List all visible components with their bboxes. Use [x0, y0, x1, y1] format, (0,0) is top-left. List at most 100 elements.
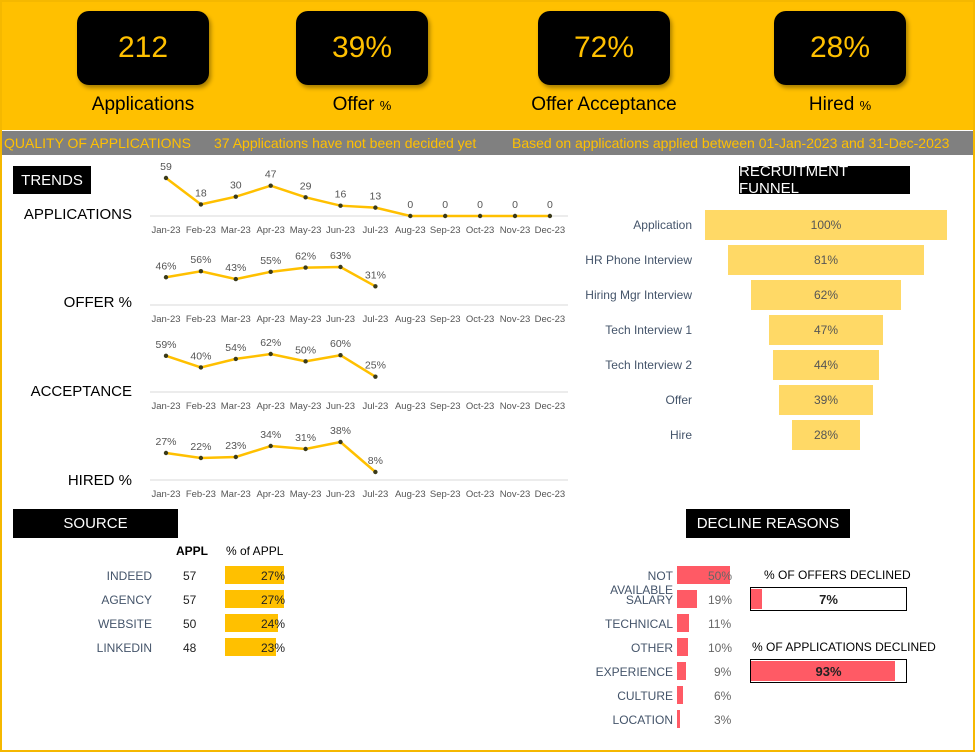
decline-row-pct: 19%	[708, 593, 733, 607]
kpi-acceptance-card: 72%	[538, 11, 670, 85]
decline-row-pct: 10%	[708, 641, 733, 655]
decline-row-bar	[677, 686, 684, 704]
funnel-stage-bar: 44%	[772, 350, 880, 380]
trend-month-label: Jun-23	[326, 314, 355, 325]
funnel-stage-label: Application	[633, 218, 692, 232]
trend-month-label: May-23	[290, 314, 322, 325]
decline-row-label: EXPERIENCE	[595, 665, 673, 679]
trend-data-label: 0	[477, 199, 483, 211]
decline-row-pct: 11%	[708, 617, 732, 631]
trend-month-label: May-23	[290, 225, 322, 236]
kpi-applications-value: 212	[117, 31, 169, 64]
funnel-stage-bar: 81%	[727, 245, 924, 275]
kpi-applications-label: Applications	[91, 94, 195, 115]
trend-month-label: Jan-23	[151, 489, 180, 500]
trend-point	[373, 284, 378, 289]
decline-title: DECLINE REASONS	[686, 509, 850, 538]
funnel-title: RECRUITMENT FUNNEL	[739, 163, 910, 197]
source-row-bar	[225, 590, 285, 608]
trend-month-label: Mar-23	[221, 314, 251, 325]
source-col-appl: APPL	[176, 544, 209, 558]
trend-month-label: Nov-23	[500, 225, 531, 236]
decline-row-label: TECHNICAL	[604, 617, 673, 631]
kpi-hired-value: 28%	[809, 31, 871, 64]
apps-declined-title: % OF APPLICATIONS DECLINED	[752, 640, 936, 654]
trend-data-label: 54%	[225, 342, 246, 354]
trend-series-line	[165, 177, 550, 218]
trend-point	[268, 269, 273, 275]
trend-point	[303, 446, 308, 452]
trend-label-acceptance: ACCEPTANCE	[30, 383, 132, 400]
decline-row-label: LOCATION	[612, 713, 673, 727]
trend-month-label: Dec-23	[535, 401, 566, 412]
trend-data-label: 55%	[260, 255, 281, 267]
trend-month-label: Feb-23	[186, 401, 216, 412]
trend-month-label: Dec-23	[535, 489, 566, 500]
trend-point	[512, 213, 518, 219]
trend-month-label: Aug-23	[395, 314, 426, 325]
trend-month-label: Feb-23	[186, 489, 216, 500]
source-row-appl: 48	[183, 641, 197, 655]
trends-chart: 59 18 30 47 29 16 13 0 0 0 0 0 Jan-23 Feb-23 Mar-23 Apr…	[150, 162, 568, 500]
trend-month-label: Jun-23	[326, 401, 355, 412]
trend-point	[547, 213, 553, 219]
decline-row-pct: 9%	[714, 665, 732, 679]
trend-month-label: Apr-23	[256, 225, 285, 236]
trend-point	[443, 213, 448, 219]
trend-label-offer: OFFER %	[63, 294, 132, 311]
offers-declined-value: 7%	[819, 592, 838, 607]
trend-data-label: 0	[407, 199, 413, 211]
decline-row-bar	[677, 566, 730, 584]
trend-data-label: 23%	[225, 440, 246, 452]
source-row-appl: 57	[183, 569, 197, 583]
trend-label-applications: APPLICATIONS	[23, 206, 132, 223]
trend-month-label: Nov-23	[500, 401, 531, 412]
kpi-offer-value: 39%	[331, 31, 393, 64]
trend-data-label: 30	[230, 180, 242, 192]
trend-data-label: 50%	[295, 344, 316, 356]
trend-month-label: Jun-23	[326, 489, 355, 500]
trend-month-label: Mar-23	[221, 489, 251, 500]
trend-point	[163, 353, 169, 359]
trend-point	[303, 195, 308, 200]
trend-point	[338, 203, 343, 208]
kpi-hired-card: 28%	[774, 11, 906, 85]
trend-data-label: 25%	[365, 360, 386, 372]
trend-data-label: 16	[335, 189, 347, 201]
trend-data-label: 8%	[368, 455, 383, 467]
decline-row-label: CULTURE	[617, 689, 673, 703]
source-col-pct: % of APPL	[226, 544, 284, 558]
source-title: SOURCE	[13, 509, 178, 538]
source-row-bar	[225, 638, 276, 656]
trend-point	[233, 276, 238, 282]
trend-data-label: 27%	[155, 436, 176, 448]
trend-point	[408, 213, 413, 219]
trend-data-label: 60%	[330, 338, 351, 350]
trend-month-label: Sep-23	[430, 401, 461, 412]
trend-month-label: Sep-23	[430, 225, 461, 236]
trend-month-label: Nov-23	[500, 314, 531, 325]
trend-month-label: May-23	[290, 401, 322, 412]
source-row-label: WEBSITE	[97, 617, 152, 631]
trend-month-label: Oct-23	[466, 314, 495, 325]
trend-point	[338, 353, 343, 358]
funnel-stage-label: Tech Interview 1	[605, 323, 692, 337]
decline-row-bar	[677, 590, 697, 608]
kpi-applications-card: 212	[77, 11, 209, 85]
source-row-pct: 23%	[261, 641, 286, 655]
source-row-pct: 24%	[261, 617, 286, 631]
trends-title: TRENDS	[13, 166, 91, 194]
trend-point	[163, 275, 169, 280]
trend-point	[303, 265, 308, 270]
trend-data-label: 47	[265, 169, 277, 181]
funnel-stage-bar: 100%	[705, 210, 947, 240]
trend-month-label: Feb-23	[186, 314, 216, 325]
trend-month-label: Jul-23	[362, 489, 388, 500]
trend-data-label: 40%	[190, 350, 211, 362]
trend-month-label: Jan-23	[151, 225, 180, 236]
trend-month-label: Aug-23	[395, 489, 426, 500]
trend-point	[163, 175, 169, 181]
decline-row-bar	[677, 638, 688, 656]
source-row-pct: 27%	[261, 593, 286, 607]
